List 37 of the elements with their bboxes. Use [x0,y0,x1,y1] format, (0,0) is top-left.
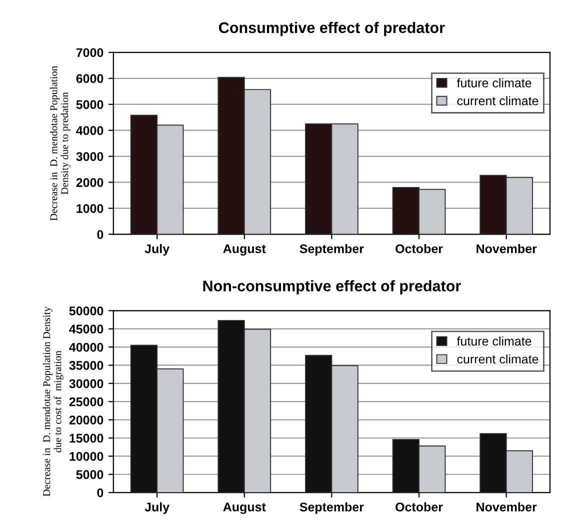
x-tick-label: July [144,502,170,514]
chart-title: Consumptive effect of predator [219,22,445,36]
x-tick-label: August [223,244,266,256]
x-tick-label: September [300,502,364,514]
y-tick-label: 45000 [69,324,104,334]
legend-label: future climate [456,78,532,88]
y-tick-label: 3000 [76,152,104,162]
x-tick-label: August [223,502,266,514]
y-tick-label: 50000 [69,306,104,316]
x-tick-label: November [476,244,537,254]
chart-title: Non-consumptive effect of predator [203,280,461,294]
y-tick-label: 20000 [69,416,104,424]
y-tick-label: 5000 [76,470,104,480]
y-tick-label: 2000 [76,178,104,187]
y-tick-label: 30000 [69,379,104,388]
y-tick-label: 4000 [76,126,104,136]
x-tick-label: July [144,244,170,256]
x-tick-label: September [300,244,364,256]
y-axis-title: Decrease in D. mendotae Population Density due to cost of migration [42,306,64,496]
y-tick-label: 10000 [70,452,104,461]
y-tick-label: 5000 [76,100,104,110]
y-tick-label: 0 [97,488,104,498]
y-tick-label: 35000 [69,361,104,370]
legend-label: future climate [456,336,532,346]
x-tick-label: October [396,244,443,254]
y-tick-label: 7000 [76,48,104,58]
legend-label: current climate [457,96,538,106]
y-tick-label: 1000 [76,204,104,213]
y-tick-label: 6000 [76,74,104,84]
x-tick-label: November [476,502,537,512]
y-axis-title: Decrease in D. mendotae Population Density due to predation [50,66,70,221]
y-tick-label: 40000 [69,342,104,352]
legend-label: current climate [457,354,538,364]
y-tick-label: 0 [97,230,104,239]
y-tick-label: 25000 [69,397,104,406]
y-tick-label: 15000 [70,434,104,443]
x-tick-label: October [396,502,443,512]
